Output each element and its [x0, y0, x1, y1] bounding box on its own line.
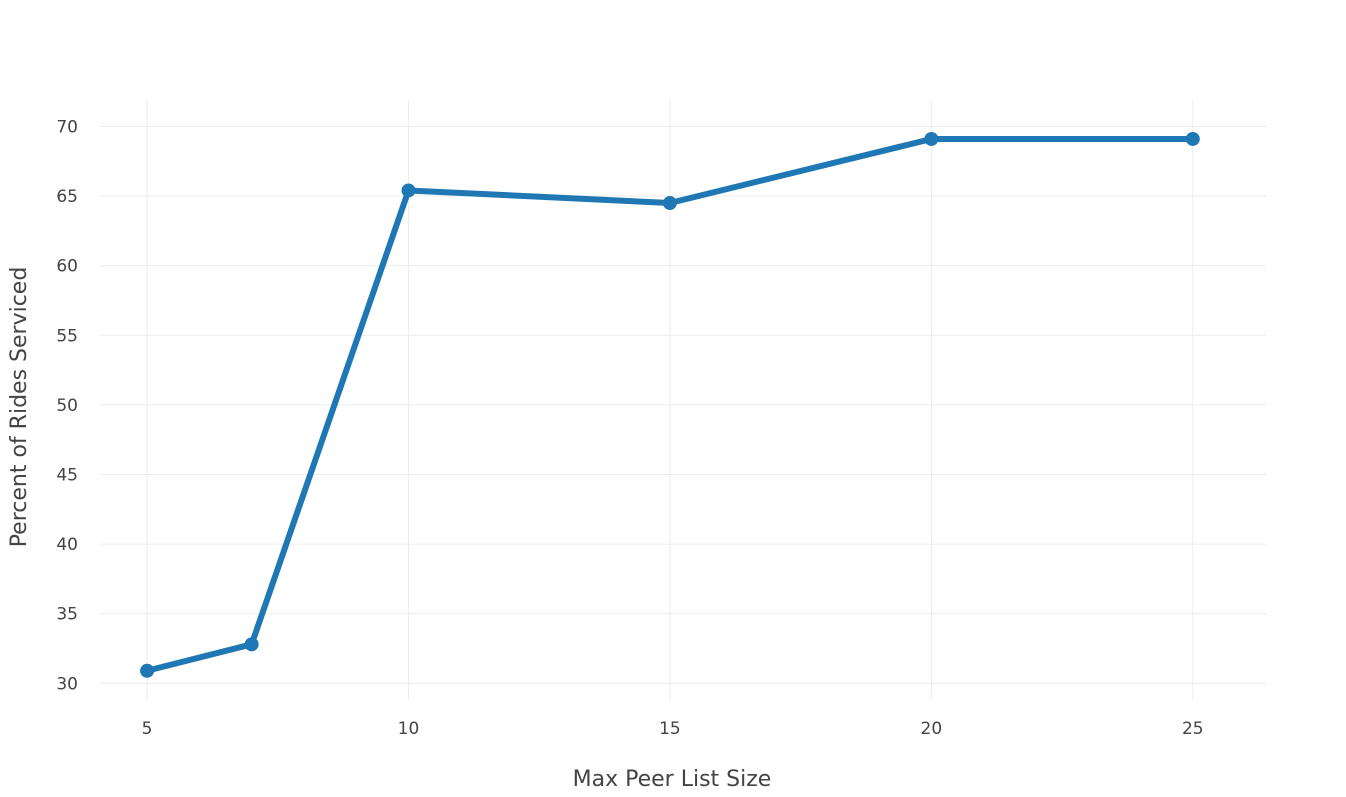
series-line: [144, 135, 1196, 674]
y-tick-label: 35: [56, 605, 78, 625]
series-layer: [140, 131, 1200, 678]
y-tick-label: 70: [56, 117, 78, 137]
x-tick-label: 20: [921, 719, 943, 739]
y-tick-label: 50: [56, 396, 78, 416]
data-point[interactable]: [662, 196, 677, 211]
grid: [100, 100, 1266, 700]
y-tick-label: 30: [56, 674, 78, 694]
data-point[interactable]: [924, 131, 939, 146]
y-axis-title: Percent of Rides Serviced: [7, 267, 32, 548]
y-tick-label: 60: [56, 257, 78, 277]
y-tick-label: 45: [56, 465, 78, 485]
y-tick-label: 65: [56, 187, 78, 207]
x-tick-label: 15: [659, 719, 681, 739]
x-axis-title: Max Peer List Size: [573, 767, 772, 792]
data-point[interactable]: [1185, 131, 1200, 146]
x-axis-ticks: 5 10 15 20 25: [142, 719, 1204, 739]
y-tick-label: 40: [56, 535, 78, 555]
x-tick-label: 5: [142, 719, 153, 739]
y-tick-label: 55: [56, 326, 78, 346]
data-point[interactable]: [140, 663, 155, 678]
x-tick-label: 25: [1182, 719, 1204, 739]
data-point[interactable]: [244, 637, 259, 652]
data-point[interactable]: [401, 183, 416, 198]
x-tick-label: 10: [398, 719, 420, 739]
y-axis-ticks: 30 35 40 45 50 55 60 65 70: [56, 117, 78, 694]
